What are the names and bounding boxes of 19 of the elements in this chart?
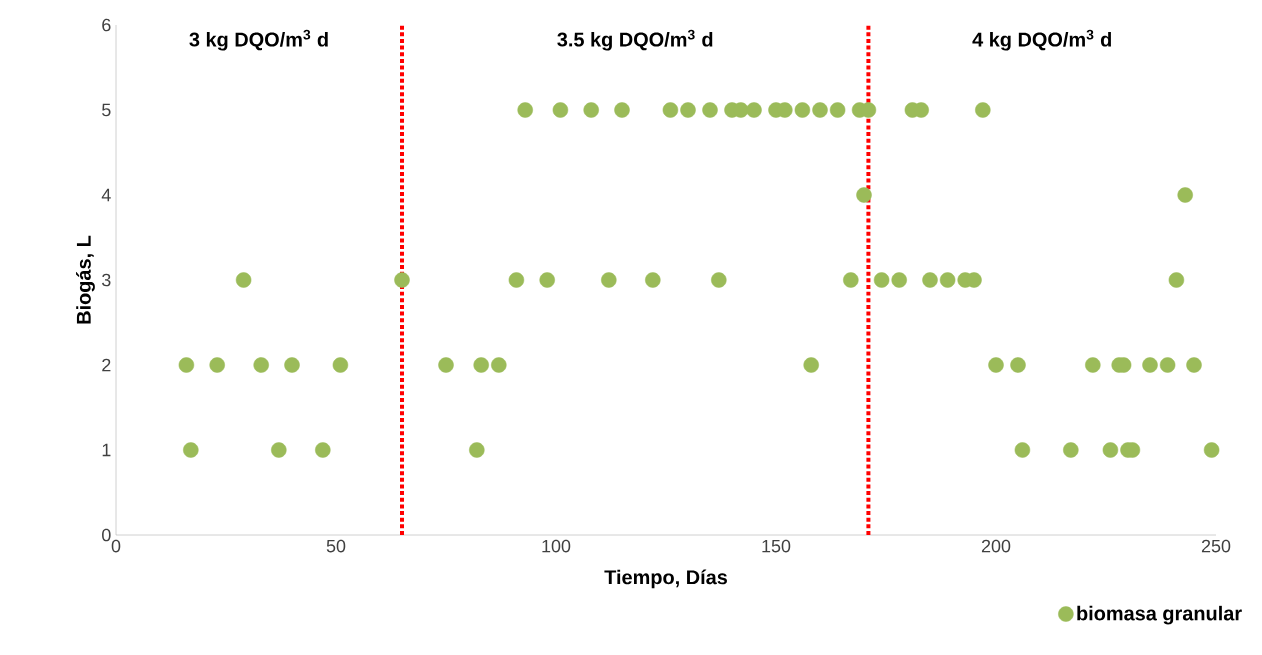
y-tick-label: 4 [101, 188, 111, 202]
y-tick-label: 2 [102, 358, 111, 372]
legend-label: biomasa granular [1077, 605, 1242, 625]
x-tick-label: 150 [762, 539, 791, 553]
x-tick-label: 50 [326, 539, 346, 553]
annotation: 4 kg DQO/m$^{3}$ d [972, 29, 1111, 51]
y-tick-label: 3 [102, 273, 111, 287]
y-tick-label: 6 [102, 18, 111, 32]
annotation: 3 kg DQO/m$^{3}$ d [189, 29, 328, 51]
y-tick-label: 5 [102, 103, 111, 117]
x-tick-label: 0 [111, 539, 121, 553]
y-tick-label: 0 [102, 528, 111, 542]
x-tick-label: 200 [981, 539, 1011, 553]
x-axis-title: Tiempo, Días [604, 569, 727, 589]
annotation: 3.5 kg DQO/m$^{3}$ d [557, 29, 713, 51]
y-axis-title: Biogás, L [76, 235, 95, 324]
x-tick-label: 250 [1201, 539, 1231, 553]
y-tick-label: 1 [102, 443, 111, 457]
x-tick-label: 100 [542, 539, 571, 553]
